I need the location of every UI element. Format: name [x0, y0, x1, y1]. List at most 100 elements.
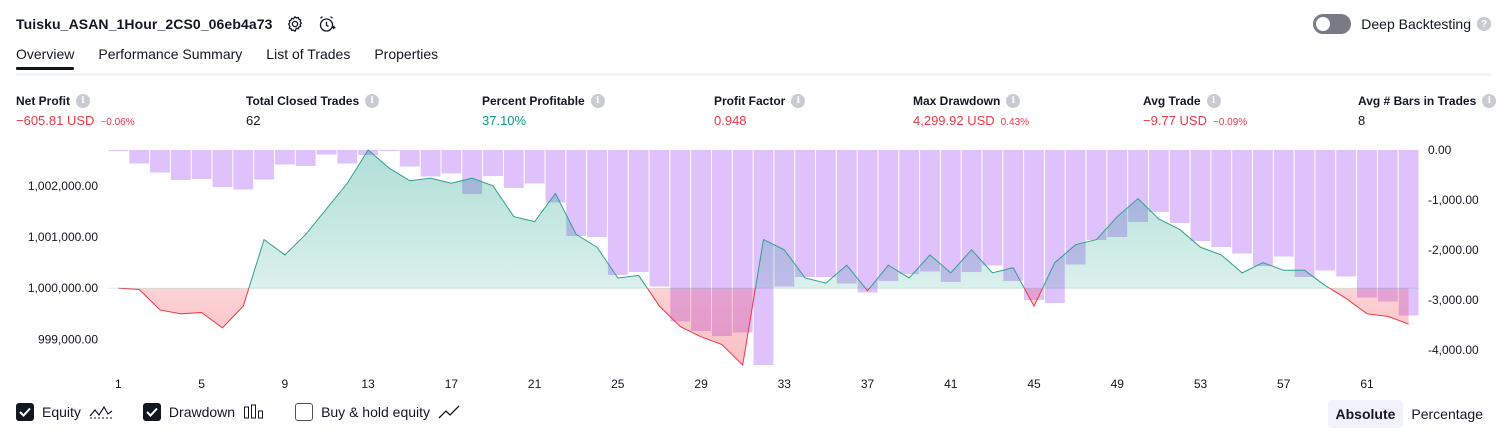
drawdown-bar — [587, 150, 607, 237]
metric-percent: −0.06% — [100, 117, 135, 128]
drawdown-bar — [1003, 150, 1024, 281]
trend-line-icon — [438, 404, 462, 420]
metric-avg-trade: Avg Trade i −9.77 USD −0.09% — [1143, 94, 1247, 128]
drawdown-bar — [150, 150, 170, 173]
help-icon[interactable]: ? — [1477, 17, 1491, 31]
x-tick-label: 29 — [694, 377, 708, 391]
metric-label: Avg Trade — [1143, 94, 1201, 108]
drawdown-bar — [816, 150, 836, 277]
metric-total-closed-trades: Total Closed Trades i 62 — [246, 94, 380, 128]
drawdown-bar — [649, 150, 670, 287]
info-icon[interactable]: i — [76, 94, 90, 108]
drawdown-bar — [857, 150, 878, 293]
drawdown-bar — [129, 150, 150, 164]
drawdown-bar — [566, 150, 587, 236]
legend-drawdown[interactable]: Drawdown — [142, 403, 265, 421]
metric-net-profit: Net Profit i −605.81 USD −0.06% — [16, 94, 135, 128]
drawdown-bar — [1232, 150, 1253, 254]
deep-backtesting-label: Deep Backtesting — [1361, 16, 1471, 32]
legend-buy-hold-equity[interactable]: Buy & hold equity — [295, 403, 462, 421]
drawdown-bar — [274, 150, 295, 165]
drawdown-bar — [399, 150, 420, 167]
metric-percent: −0.09% — [1212, 117, 1248, 128]
tab-divider — [16, 73, 1491, 76]
drawdown-bar — [836, 150, 857, 284]
drawdown-bar — [920, 150, 940, 272]
metric-label: Total Closed Trades — [246, 94, 360, 108]
info-icon[interactable]: i — [365, 94, 380, 108]
tab-overview[interactable]: Overview — [16, 46, 75, 70]
absolute-button[interactable]: Absolute — [1327, 400, 1404, 428]
metric-value: 4,299.92 USD — [913, 113, 995, 128]
y-left-tick-label: 999,000.00 — [38, 332, 98, 346]
equity-drawdown-chart[interactable]: 1,002,000.00 1,001,000.00 1,000,000.00 999,… — [0, 140, 1507, 395]
drawdown-bar — [545, 150, 566, 203]
drawdown-bar — [1086, 150, 1107, 240]
drawdown-bar — [503, 150, 524, 188]
x-tick-label: 13 — [361, 377, 375, 391]
drawdown-bars-icon — [243, 404, 265, 420]
y-right-tick-label: -1,000.00 — [1428, 193, 1479, 207]
y-left-tick-label: 1,001,000.00 — [28, 230, 98, 244]
percentage-button[interactable]: Percentage — [1411, 406, 1483, 422]
drawdown-bar — [670, 150, 691, 322]
drawdown-bar — [483, 150, 503, 176]
x-tick-label: 33 — [778, 377, 792, 391]
info-icon[interactable]: i — [590, 94, 605, 108]
alarm-clock-icon[interactable] — [317, 14, 337, 34]
buy-hold-checkbox[interactable] — [295, 403, 314, 421]
drawdown-bar — [233, 150, 254, 190]
drawdown-bar — [254, 150, 274, 180]
legend-drawdown-label: Drawdown — [168, 404, 236, 420]
metric-label: Avg # Bars in Trades — [1358, 94, 1477, 108]
y-right-tick-label: -3,000.00 — [1428, 293, 1479, 307]
tab-list-of-trades[interactable]: List of Trades — [266, 46, 351, 62]
drawdown-bar — [1377, 150, 1398, 302]
drawdown-checkbox[interactable] — [142, 403, 161, 421]
drawdown-bar — [1315, 150, 1336, 271]
strategy-header: Tuisku_ASAN_1Hour_2CS0_06eb4a73 — [16, 12, 337, 36]
tab-properties[interactable]: Properties — [374, 46, 439, 62]
drawdown-bar — [337, 150, 358, 164]
scale-switch: Absolute Percentage — [1327, 400, 1492, 428]
chart-legend: Equity Drawdown Buy & hold equity — [16, 403, 492, 421]
tab-performance-summary[interactable]: Performance Summary — [98, 46, 243, 62]
y-left-tick-label: 1,000,000.00 — [28, 281, 98, 295]
info-icon[interactable]: i — [791, 94, 806, 108]
drawdown-bar — [420, 150, 441, 177]
drawdown-bar — [1169, 150, 1190, 223]
drawdown-bar — [940, 150, 961, 282]
info-icon[interactable]: i — [1482, 94, 1497, 108]
legend-equity[interactable]: Equity — [16, 403, 113, 421]
x-tick-label: 53 — [1194, 377, 1208, 391]
info-icon[interactable]: i — [1006, 94, 1021, 108]
drawdown-bar — [795, 150, 816, 277]
metric-profit-factor: Profit Factor i 0.948 — [714, 94, 806, 128]
drawdown-bar — [170, 150, 191, 180]
x-tick-label: 17 — [445, 377, 459, 391]
drawdown-bar — [628, 150, 649, 272]
equity-checkbox[interactable] — [16, 403, 34, 421]
deep-backtesting-toggle[interactable] — [1313, 14, 1352, 34]
drawdown-bar — [1190, 150, 1211, 241]
gear-icon[interactable] — [285, 14, 305, 34]
drawdown-bar — [295, 150, 316, 166]
metric-percent-profitable: Percent Profitable i 37.10% — [482, 94, 605, 128]
y-left-tick-label: 1,002,000.00 — [28, 179, 98, 193]
drawdown-bar — [1065, 150, 1086, 265]
drawdown-bar — [379, 150, 399, 151]
drawdown-bar — [878, 150, 899, 281]
chart-axes: 1,002,000.00 1,001,000.00 1,000,000.00 999,… — [28, 143, 1479, 391]
drawdown-bar — [1273, 150, 1294, 257]
metric-value: 37.10% — [482, 113, 527, 128]
y-right-tick-label: -4,000.00 — [1428, 343, 1479, 357]
metric-value: 62 — [246, 113, 261, 128]
metric-label: Net Profit — [16, 94, 70, 108]
drawdown-bar — [1211, 150, 1232, 247]
equity-line-icon — [89, 404, 113, 420]
info-icon[interactable]: i — [1206, 94, 1221, 108]
toggle-knob — [1316, 17, 1331, 31]
metric-value: −605.81 USD — [16, 113, 95, 128]
x-tick-label: 5 — [198, 377, 205, 391]
deep-backtesting: Deep Backtesting ? — [1313, 12, 1491, 36]
